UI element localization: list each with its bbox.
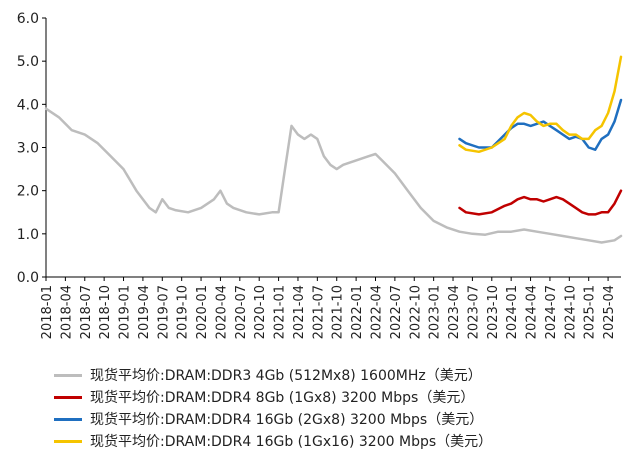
y-tick-label: 0.0 [17,270,39,286]
x-tick-label: 2025-04 [602,285,617,339]
x-tick-label: 2020-04 [214,285,229,339]
y-tick-label: 4.0 [17,97,39,113]
y-tick-label: 5.0 [17,54,39,70]
x-tick-label: 2020-07 [234,285,249,339]
x-tick-label: 2024-07 [544,285,559,339]
chart: 0.01.02.03.04.05.06.0 2018-01 2018-04 2018… [17,11,623,339]
x-tick-label: 2019-04 [137,285,152,339]
x-tick-label: 2022-07 [389,285,404,339]
x-tick-label: 2021-07 [311,285,326,339]
series-line-3 [458,98,623,151]
x-tick-label: 2024-01 [505,285,520,339]
legend-item-1: 现货平均价:DRAM:DDR3 4Gb (512Mx8) 1600MHz（美元） [54,364,492,386]
x-tick-label: 2023-01 [428,285,443,339]
x-tick-label: 2019-01 [118,285,133,339]
legend-label: 现货平均价:DRAM:DDR4 16Gb (1Gx16) 3200 Mbps（美… [90,434,493,450]
x-tick-label: 2018-04 [59,285,74,339]
x-tick-label: 2020-01 [195,285,210,339]
legend-label: 现货平均价:DRAM:DDR4 16Gb (2Gx8) 3200 Mbps（美元… [90,412,484,428]
y-tick-label: 1.0 [17,227,39,243]
legend-item-4: 现货平均价:DRAM:DDR4 16Gb (1Gx16) 3200 Mbps（美… [54,430,492,452]
x-tick-label: 2022-10 [408,285,423,339]
legend-swatch [54,373,82,377]
x-tick-label: 2023-10 [486,285,501,339]
legend: 现货平均价:DRAM:DDR3 4Gb (512Mx8) 1600MHz（美元）… [54,364,492,452]
x-tick-label: 2018-01 [40,285,55,339]
x-tick-label: 2021-01 [273,285,288,339]
x-tick-label: 2020-10 [253,285,268,339]
legend-label: 现货平均价:DRAM:DDR3 4Gb (512Mx8) 1600MHz（美元） [90,368,482,384]
x-tick-label: 2019-07 [156,285,171,339]
y-tick-label: 3.0 [17,141,39,157]
y-axis: 0.0 1.0 2.0 3.0 4.0 5.0 6.0 [17,11,47,286]
x-tick-label: 2023-07 [466,285,481,339]
legend-item-3: 现货平均价:DRAM:DDR4 16Gb (2Gx8) 3200 Mbps（美元… [54,408,492,430]
y-tick-label: 2.0 [17,184,39,200]
x-axis: 2018-01 2018-04 2018-07 2018-10 2019-01 2019-… [40,276,621,339]
x-tick-label: 2018-10 [98,285,113,339]
legend-swatch [54,417,82,421]
x-tick-label: 2021-04 [292,285,307,339]
x-tick-label: 2018-07 [79,285,94,339]
legend-swatch [54,395,82,399]
series-line-1 [44,107,623,244]
x-tick-label: 2024-10 [563,285,578,339]
series-layer [44,55,623,244]
series-line-2 [458,189,623,216]
x-tick-label: 2022-01 [350,285,365,339]
legend-item-2: 现货平均价:DRAM:DDR4 8Gb (1Gx8) 3200 Mbps（美元） [54,386,492,408]
x-tick-label: 2025-01 [583,285,598,339]
x-tick-label: 2024-04 [525,285,540,339]
x-tick-label: 2019-10 [176,285,191,339]
x-tick-label: 2023-04 [447,285,462,339]
x-tick-label: 2022-04 [369,285,384,339]
legend-label: 现货平均价:DRAM:DDR4 8Gb (1Gx8) 3200 Mbps（美元） [90,390,475,406]
legend-swatch [54,439,82,443]
x-tick-label: 2021-10 [331,285,346,339]
y-tick-label: 6.0 [17,11,39,27]
series-line-4 [458,55,623,154]
